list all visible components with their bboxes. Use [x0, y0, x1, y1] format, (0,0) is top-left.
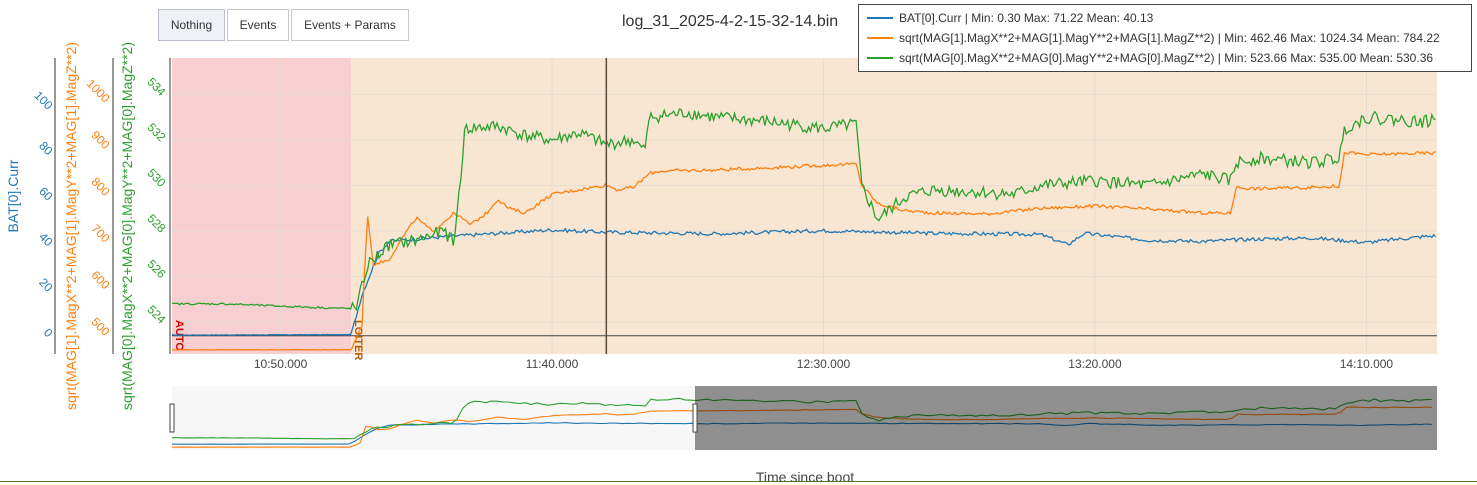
legend-label-mag0: sqrt(MAG[0].MagX**2+MAG[0].MagY**2+MAG[0… — [899, 51, 1434, 65]
legend-item-bat-curr[interactable]: BAT[0].Curr | Min: 0.30 Max: 71.22 Mean:… — [867, 8, 1463, 28]
y-tick-label-y3: 534 — [144, 75, 168, 99]
y-tick-label-y3: 530 — [144, 166, 168, 190]
range-slider-handle-right — [692, 403, 698, 433]
legend[interactable]: BAT[0].Curr | Min: 0.30 Max: 71.22 Mean:… — [858, 4, 1472, 72]
legend-item-mag0[interactable]: sqrt(MAG[0].MagX**2+MAG[0].MagY**2+MAG[0… — [867, 48, 1463, 68]
y-tick-label-y2: 600 — [88, 268, 112, 292]
y-tick-label-y3: 526 — [144, 257, 168, 281]
y-tick-label-y2: 500 — [88, 315, 112, 339]
mode-label-auto: AUTO — [173, 320, 185, 351]
x-tick-label: 10:50.000 — [254, 357, 308, 371]
legend-item-mag1[interactable]: sqrt(MAG[1].MagX**2+MAG[1].MagY**2+MAG[1… — [867, 28, 1463, 48]
y-tick-label-y2: 700 — [88, 221, 112, 245]
range-slider-handle-left — [169, 403, 175, 433]
nothing-button[interactable]: Nothing — [158, 9, 225, 41]
series-line-2 — [171, 108, 1436, 312]
range-slider-series-1 — [171, 406, 1432, 448]
x-tick-label: 14:10.000 — [1340, 357, 1394, 371]
legend-swatch-mag0 — [867, 57, 893, 59]
y-axis-title-y1: BAT[0].Curr — [5, 159, 21, 232]
legend-swatch-mag1 — [867, 37, 893, 39]
mode-label-loiter: LOITER — [352, 320, 364, 360]
bottom-divider — [0, 481, 1477, 482]
y-tick-label-y1: 80 — [36, 139, 56, 159]
mode-band-auto — [172, 58, 352, 354]
x-tick-label: 12:30.000 — [797, 357, 851, 371]
legend-swatch-bat-curr — [867, 17, 893, 19]
events-button[interactable]: Events — [227, 9, 289, 41]
range-slider-mask — [695, 386, 1437, 450]
y-axis-title-y3: sqrt(MAG[0].MagX**2+MAG[0].MagY**2+MAG[0… — [119, 42, 135, 410]
y-axis-title-y2: sqrt(MAG[1].MagX**2+MAG[1].MagY**2+MAG[1… — [63, 42, 79, 410]
y-tick-label-y1: 60 — [36, 184, 56, 204]
series-line-1 — [171, 150, 1436, 351]
legend-label-mag1: sqrt(MAG[1].MagX**2+MAG[1].MagY**2+MAG[1… — [899, 31, 1440, 45]
series-line-0 — [172, 227, 1437, 336]
chart-title: log_31_2025-4-2-15-32-14.bin — [622, 13, 839, 30]
y-tick-label-y2: 900 — [88, 128, 112, 152]
event-filter-buttons: Nothing Events Events + Params — [158, 9, 409, 41]
x-tick-label: 13:20.000 — [1068, 357, 1122, 371]
y-tick-label-y2: 800 — [88, 175, 112, 199]
events-params-button[interactable]: Events + Params — [291, 9, 409, 41]
x-tick-label: 11:40.000 — [526, 357, 579, 371]
range-slider-series-2 — [172, 397, 1432, 440]
y-tick-label-y1: 20 — [36, 275, 56, 295]
y-tick-label-y3: 528 — [144, 211, 168, 235]
legend-label-bat-curr: BAT[0].Curr | Min: 0.30 Max: 71.22 Mean:… — [899, 11, 1154, 25]
y-tick-label-y3: 524 — [144, 302, 168, 326]
y-tick-label-y1: 0 — [41, 326, 56, 341]
y-tick-label-y1: 40 — [36, 230, 56, 250]
range-slider-track — [172, 386, 1437, 450]
y-tick-label-y3: 532 — [144, 120, 168, 144]
y-tick-label-y2: 1000 — [84, 77, 113, 106]
y-tick-label-y1: 100 — [31, 88, 55, 112]
